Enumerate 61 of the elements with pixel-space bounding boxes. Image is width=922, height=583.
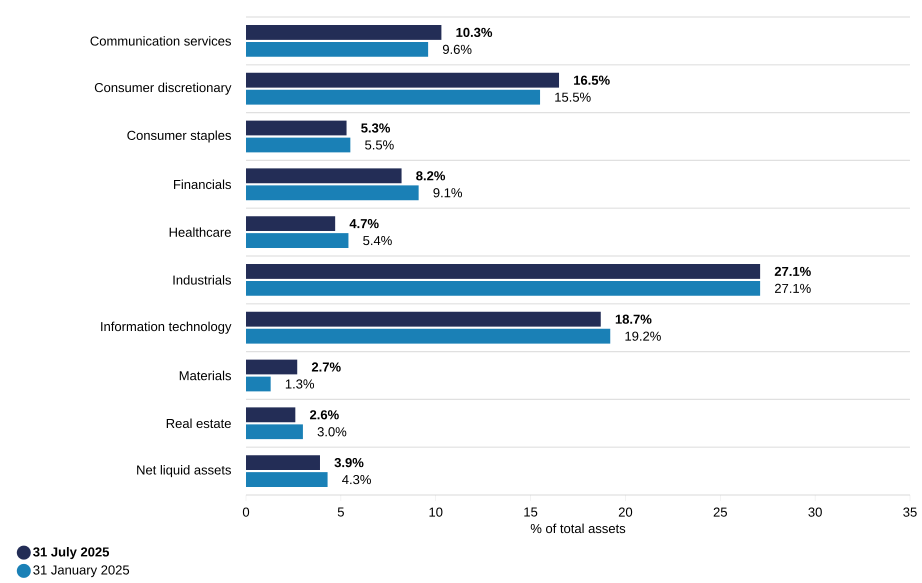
bar (246, 264, 760, 279)
data-label: 5.4% (363, 236, 392, 246)
data-label: 10.3% (456, 28, 492, 38)
data-label: 5.5% (365, 140, 394, 150)
data-label: 9.1% (433, 188, 462, 198)
y-tick-label: Financials (174, 180, 231, 190)
y-tick-label: Consumer discretionary (94, 82, 232, 95)
bar (246, 185, 419, 200)
x-tick-label: 15 (524, 508, 538, 517)
y-tick-label: Consumer staples (127, 130, 231, 143)
bar (246, 280, 760, 296)
data-label: 4.7% (350, 219, 379, 228)
bar (246, 472, 328, 487)
data-label: 4.3% (342, 474, 371, 484)
x-tick-label: 30 (808, 508, 822, 517)
bar (246, 233, 348, 248)
bar (246, 424, 303, 440)
x-tick-label: 0 (242, 508, 250, 517)
y-tick-label: Real estate (166, 418, 231, 428)
y-tick-label: Net liquid assets (137, 465, 231, 478)
y-tick-label: Healthcare (170, 227, 231, 237)
data-label: 2.6% (310, 410, 339, 420)
bar (246, 168, 402, 184)
y-tick-label: Industrials (173, 275, 231, 285)
bar (246, 360, 298, 374)
data-label: 1.3% (286, 379, 314, 389)
y-tick-label: Materials (180, 370, 231, 380)
x-axis-title: % of total assets (530, 524, 626, 534)
bar (246, 455, 320, 470)
bar (246, 25, 442, 40)
bar (246, 72, 560, 88)
data-label: 8.2% (416, 171, 446, 180)
data-label: 3.9% (334, 458, 364, 468)
bar (246, 138, 350, 152)
data-label: 18.7% (616, 314, 652, 324)
x-tick-label: 20 (618, 508, 632, 517)
data-label: 15.5% (555, 92, 591, 102)
data-label: 5.3% (361, 123, 390, 133)
bar (246, 90, 540, 105)
bar (246, 376, 271, 392)
legend-label: 31 January 2025 (33, 565, 130, 578)
x-tick-label: 10 (429, 508, 442, 517)
y-tick-label: Information technology (101, 322, 232, 334)
bar (246, 407, 296, 422)
x-tick-label: 5 (338, 508, 344, 517)
x-tick-label: 35 (903, 508, 917, 517)
y-tick-label: Communication services (90, 36, 231, 46)
bar (246, 328, 610, 344)
data-label: 9.6% (442, 44, 472, 54)
data-label: 2.7% (312, 362, 341, 372)
x-tick-label: 25 (714, 508, 727, 517)
legend-label: 31 July 2025 (33, 546, 110, 560)
bar (246, 42, 428, 57)
data-label: 16.5% (574, 76, 610, 85)
bar (246, 216, 336, 232)
data-label: 19.2% (625, 332, 661, 341)
data-label: 3.0% (318, 427, 346, 436)
data-label: 27.1% (774, 284, 811, 293)
bar (246, 120, 347, 136)
bar (246, 312, 601, 327)
data-label: 27.1% (774, 266, 811, 276)
